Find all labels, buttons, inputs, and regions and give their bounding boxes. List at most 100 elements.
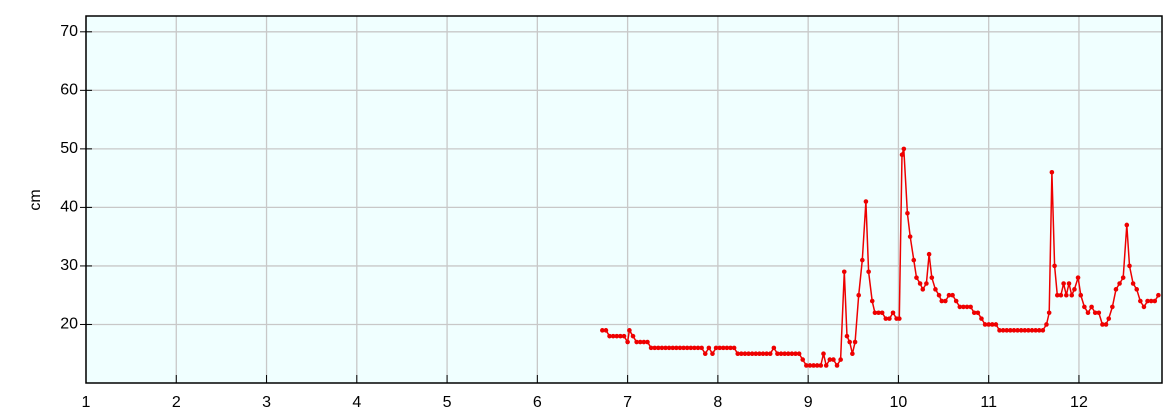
data-point — [771, 345, 777, 351]
data-point — [1117, 281, 1122, 286]
data-point — [681, 345, 686, 351]
data-point — [760, 351, 766, 357]
data-point — [887, 316, 892, 321]
data-point — [1085, 310, 1091, 316]
data-point — [637, 339, 643, 345]
data-point — [1148, 298, 1154, 304]
x-tick-label: 12 — [1070, 394, 1088, 411]
data-point — [695, 345, 701, 351]
data-point — [1141, 304, 1147, 310]
data-point — [706, 345, 712, 351]
data-point — [905, 210, 910, 216]
data-point — [1052, 263, 1057, 269]
data-point — [1145, 298, 1150, 304]
data-point — [1054, 292, 1060, 298]
data-point — [876, 310, 881, 316]
data-point — [890, 310, 896, 316]
data-point — [838, 357, 843, 362]
x-tick-label: 8 — [713, 394, 722, 411]
data-point — [778, 351, 784, 357]
data-point — [879, 310, 885, 316]
data-point — [1130, 281, 1136, 286]
data-point — [1046, 310, 1052, 316]
data-point — [699, 345, 704, 351]
data-point — [1106, 316, 1112, 321]
data-point — [1069, 292, 1075, 298]
data-point — [782, 351, 787, 357]
data-point — [841, 269, 847, 275]
data-point — [926, 251, 932, 257]
data-point — [821, 351, 826, 357]
plot-frame — [85, 15, 1163, 384]
y-tick-label: 40 — [60, 199, 78, 216]
data-point — [1008, 328, 1013, 333]
data-point — [764, 351, 769, 357]
y-tick-label: 20 — [60, 316, 78, 333]
data-point — [610, 333, 616, 339]
data-point — [1058, 292, 1064, 298]
data-point — [1127, 263, 1132, 269]
data-point — [1075, 275, 1081, 280]
data-point — [907, 234, 913, 239]
data-point — [800, 357, 806, 362]
plot-area — [86, 16, 1162, 383]
data-point — [1049, 169, 1055, 175]
data-point — [866, 269, 871, 275]
data-point — [753, 351, 759, 357]
data-point — [666, 345, 672, 351]
data-point — [641, 339, 647, 345]
data-point — [1011, 328, 1017, 333]
data-point — [946, 292, 952, 298]
data-point — [757, 351, 762, 357]
x-tick-label: 2 — [172, 394, 181, 411]
x-tick-label: 3 — [262, 394, 271, 411]
data-point — [811, 363, 816, 368]
data-point — [739, 351, 744, 357]
data-point — [659, 345, 665, 351]
data-point — [713, 345, 719, 351]
x-tick-label: 9 — [804, 394, 813, 411]
data-point — [684, 345, 690, 351]
data-point — [1036, 328, 1042, 333]
x-tick-label: 7 — [623, 394, 632, 411]
data-point — [1044, 322, 1049, 327]
y-tick-label: 30 — [60, 257, 78, 274]
plot — [600, 146, 1161, 368]
data-point — [975, 310, 981, 316]
data-point — [950, 292, 955, 298]
y-axis-label: cm — [27, 189, 44, 210]
data-point — [997, 328, 1002, 333]
data-point — [883, 316, 889, 321]
data-point — [982, 322, 988, 327]
data-point — [627, 328, 632, 333]
data-point — [688, 345, 694, 351]
data-point — [1064, 292, 1069, 298]
data-point — [860, 257, 865, 263]
data-point — [1029, 328, 1035, 333]
data-point — [1152, 298, 1158, 304]
data-point — [724, 345, 730, 351]
x-tick-label: 11 — [980, 394, 997, 411]
data-point — [968, 304, 973, 310]
data-point — [645, 339, 650, 345]
data-point — [943, 298, 948, 304]
data-point — [746, 351, 751, 357]
data-point — [914, 275, 919, 280]
x-tick-label: 1 — [82, 394, 91, 411]
data-point — [785, 351, 791, 357]
x-tick-label: 6 — [533, 394, 542, 411]
data-point — [924, 281, 929, 286]
data-point — [1100, 322, 1105, 327]
data-point — [793, 351, 798, 357]
data-point — [834, 363, 840, 368]
data-point — [856, 292, 861, 298]
data-point — [929, 275, 935, 280]
data-point — [1113, 287, 1119, 292]
data-point — [964, 304, 970, 310]
data-point — [920, 287, 926, 292]
data-point — [899, 152, 905, 158]
data-point — [939, 298, 945, 304]
data-point — [850, 351, 855, 357]
data-point — [720, 345, 726, 351]
